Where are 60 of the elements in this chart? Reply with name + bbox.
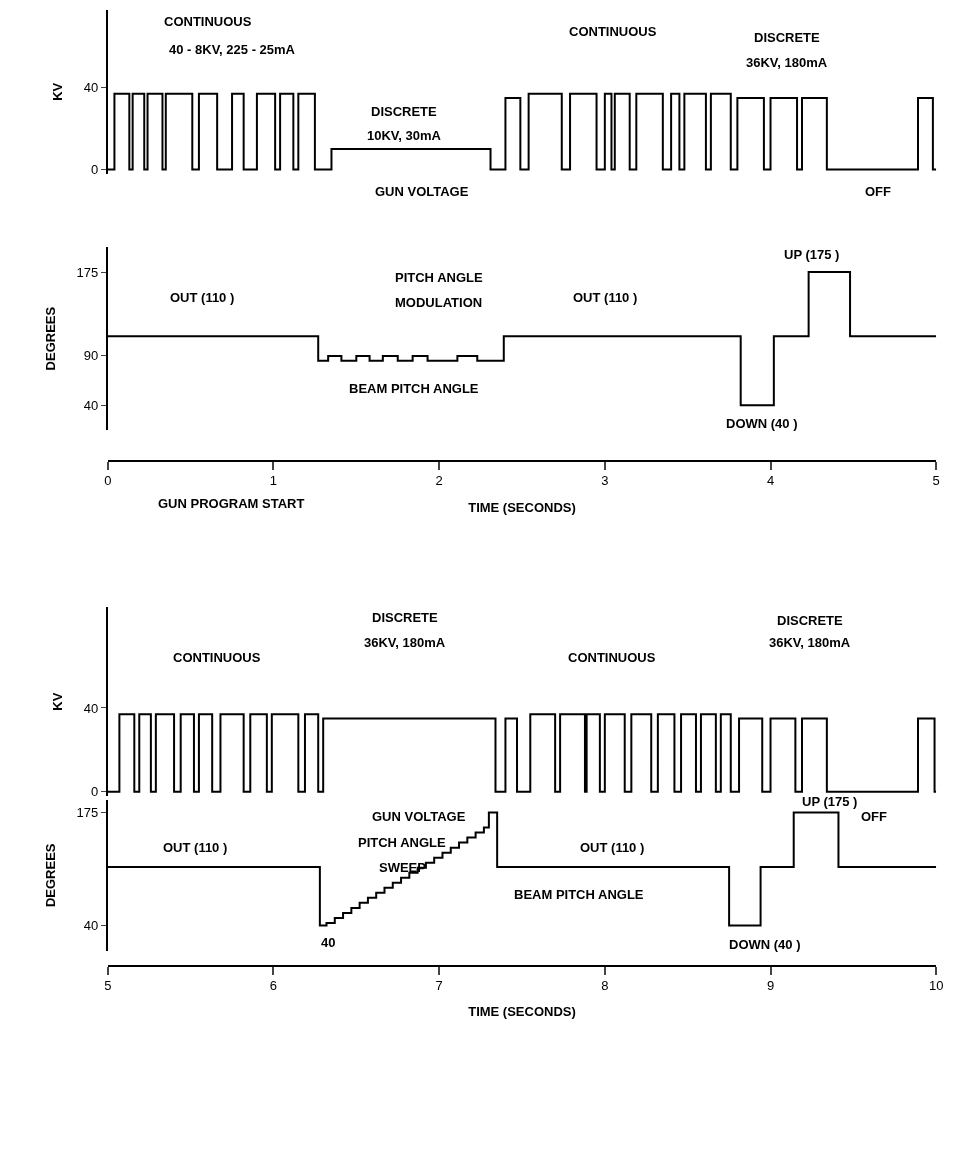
- annotation: 36KV, 180mA: [746, 55, 828, 70]
- x-tick-label: 10: [928, 978, 944, 994]
- text: OFF: [865, 184, 892, 199]
- annotation: 10KV, 30mA: [367, 128, 442, 143]
- x-tick-label: 2: [435, 473, 443, 489]
- annotation: CONTINUOUS: [164, 14, 252, 29]
- y-tick-label: 90: [83, 348, 99, 364]
- x-tick-label: 4: [766, 473, 775, 489]
- annotation: DOWN (40 ): [726, 416, 798, 431]
- y-tick-label: 0: [90, 162, 99, 178]
- annotation: OUT (110 ): [163, 840, 228, 855]
- annotation: OUT (110 ): [573, 290, 638, 305]
- annotation: UP (175 ): [784, 247, 840, 262]
- annotation: UP (175 ): [802, 794, 858, 809]
- annotation: OFF: [861, 809, 888, 824]
- annotation: MODULATION: [395, 295, 483, 310]
- x-axis-title: TIME (SECONDS): [468, 499, 576, 515]
- annotation: DISCRETE: [754, 30, 821, 45]
- y-tick-label: 40: [83, 700, 99, 716]
- y-tick-label: 40: [83, 918, 99, 933]
- annotation: DISCRETE: [371, 104, 438, 119]
- annotation: DISCRETE: [372, 610, 439, 625]
- y-axis-title: KV: [50, 82, 66, 101]
- x-tick-label: 5: [104, 978, 112, 994]
- x-tick-label: 9: [766, 978, 775, 994]
- text: GUN PROGRAM START: [158, 496, 305, 511]
- x-tick-label: 1: [269, 473, 278, 489]
- x-tick-label: 5: [932, 473, 940, 489]
- annotation: GUN VOLTAGE: [372, 809, 466, 824]
- annotation: OUT (110 ): [170, 290, 235, 305]
- y-tick-label: 175: [76, 264, 99, 280]
- y-axis-title: KV: [50, 692, 66, 711]
- x-tick-label: 7: [435, 978, 443, 994]
- y-tick-label: 40: [83, 397, 99, 413]
- annotation: CONTINUOUS: [569, 24, 657, 39]
- y-axis-title: DEGREES: [42, 843, 58, 908]
- annotation: 40: [321, 935, 336, 950]
- annotation: BEAM PITCH ANGLE: [349, 381, 479, 396]
- annotation: OUT (110 ): [580, 840, 645, 855]
- y-axis-title: DEGREES: [42, 306, 58, 371]
- annotation: BEAM PITCH ANGLE: [514, 887, 644, 902]
- x-tick-label: 8: [601, 978, 609, 994]
- y-tick-label: 40: [83, 80, 99, 96]
- x-tick-label: 6: [269, 978, 278, 994]
- annotation: PITCH ANGLE: [395, 270, 483, 285]
- annotation: CONTINUOUS: [173, 650, 261, 665]
- annotation: 36KV, 180mA: [769, 635, 851, 650]
- annotation: DISCRETE: [777, 613, 844, 628]
- x-tick-label: 0: [104, 473, 112, 489]
- annotation: DOWN (40 ): [729, 937, 801, 952]
- x-axis-title: TIME (SECONDS): [468, 1004, 576, 1020]
- annotation: CONTINUOUS: [568, 650, 656, 665]
- annotation: 40 - 8KV, 225 - 25mA: [169, 42, 296, 57]
- annotation: SWEEP: [379, 860, 427, 875]
- text: GUN VOLTAGE: [375, 184, 469, 199]
- annotation: PITCH ANGLE: [358, 835, 446, 850]
- y-tick-label: 0: [90, 784, 99, 800]
- x-tick-label: 3: [601, 473, 609, 489]
- annotation: 36KV, 180mA: [364, 635, 446, 650]
- y-tick-label: 175: [76, 805, 99, 821]
